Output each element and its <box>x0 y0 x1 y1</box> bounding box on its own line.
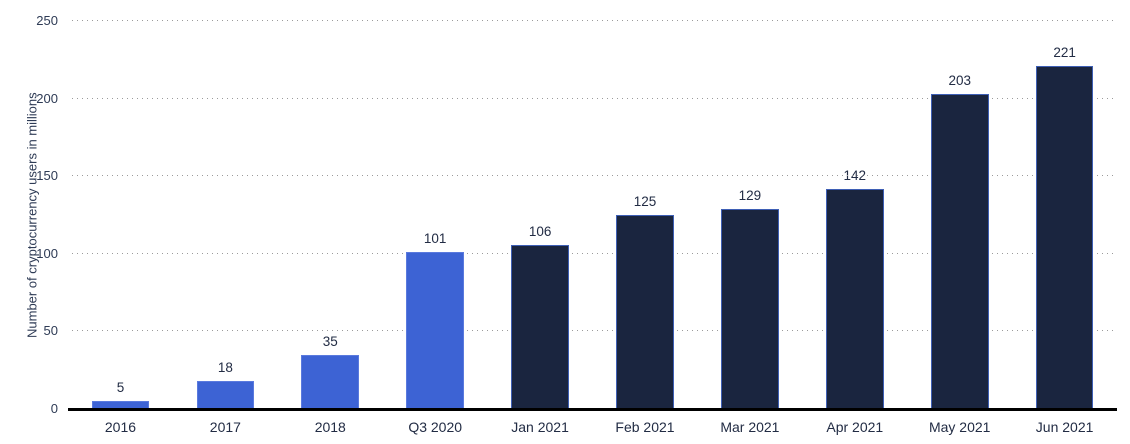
bars-container: 5 2016 18 2017 35 2018 101 Q3 2020 106 Jan 2021 12… <box>68 21 1117 435</box>
gridline-50 <box>72 330 1117 332</box>
bar-value-label: 101 <box>423 231 447 247</box>
gridline-100 <box>72 252 1117 254</box>
x-tick-label: Jan 2021 <box>511 419 569 435</box>
bar-may-2021 <box>930 93 989 409</box>
y-axis-title: Number of cryptocurrency users in millio… <box>24 92 40 338</box>
y-tick-label-200: 200 <box>36 90 58 106</box>
y-tick-label-0: 0 <box>50 401 58 416</box>
bar-group: 106 Jan 2021 <box>488 21 593 435</box>
x-tick-label: Q3 2020 <box>408 419 463 435</box>
bar-group: 129 Mar 2021 <box>697 21 802 435</box>
x-tick-label: Jun 2021 <box>1035 419 1094 435</box>
bar-value-label: 35 <box>322 333 338 349</box>
bar-value-label: 203 <box>948 72 971 88</box>
bar-group: 5 2016 <box>68 21 173 435</box>
bar-group: 18 2017 <box>173 21 278 435</box>
x-tick-label: 2016 <box>104 419 137 435</box>
bar-value-label: 142 <box>843 167 867 183</box>
bar-feb-2021 <box>616 215 674 409</box>
y-tick-label-150: 150 <box>36 168 58 184</box>
bar-group: 203 May 2021 <box>907 21 1012 435</box>
bar-jun-2021 <box>1035 66 1094 409</box>
x-tick-label: 2018 <box>314 419 346 435</box>
bar-jan-2021 <box>511 244 569 409</box>
x-tick-label: Apr 2021 <box>826 419 884 435</box>
bar-group: 35 2018 <box>278 21 383 435</box>
bar-mar-2021 <box>721 208 779 409</box>
bar-group: 142 Apr 2021 <box>802 21 907 435</box>
bar-value-label: 129 <box>738 187 762 203</box>
bar-group: 221 Jun 2021 <box>1012 21 1117 435</box>
y-tick-label-100: 100 <box>36 245 58 261</box>
bar-q3-2020 <box>406 252 465 409</box>
bar-value-label: 221 <box>1053 45 1076 61</box>
x-tick-label: Mar 2021 <box>720 419 780 435</box>
y-tick-label-250: 250 <box>36 13 58 28</box>
bar-2018 <box>301 354 360 409</box>
gridline-150 <box>72 175 1117 177</box>
x-axis-line <box>68 408 1117 411</box>
bar-value-label: 5 <box>116 380 125 396</box>
bar-value-label: 125 <box>633 194 657 209</box>
gridline-200 <box>72 97 1117 99</box>
bar-group: 101 Q3 2020 <box>383 21 488 435</box>
plot-area: 5 2016 18 2017 35 2018 101 Q3 2020 106 Jan 2021 12… <box>36 13 1117 435</box>
bar-apr-2021 <box>825 188 884 409</box>
y-tick-label-50: 50 <box>43 323 58 339</box>
x-tick-label: May 2021 <box>928 419 991 435</box>
gridline-250 <box>72 20 1117 21</box>
x-tick-label: Feb 2021 <box>615 419 675 435</box>
bar-2017 <box>196 381 255 409</box>
bar-group: 125 Feb 2021 <box>593 21 698 435</box>
bar-value-label: 18 <box>217 360 233 376</box>
x-tick-label: 2017 <box>209 419 241 435</box>
bar-value-label: 106 <box>528 223 552 239</box>
